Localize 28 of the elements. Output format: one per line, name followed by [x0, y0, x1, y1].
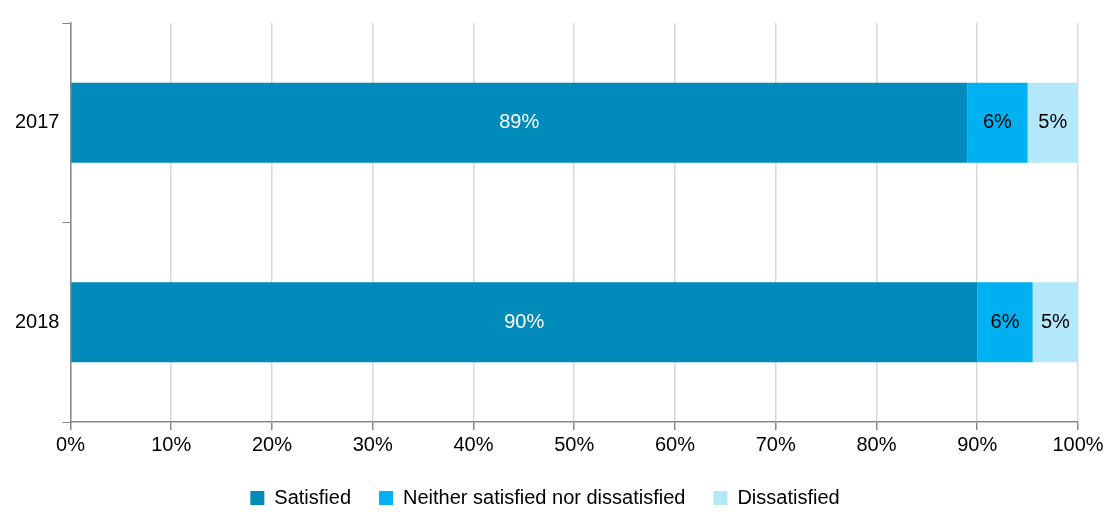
data-label: 5%: [1040, 309, 1070, 332]
x-tick-label: 40%: [453, 432, 494, 455]
x-tick-label: 20%: [251, 432, 293, 455]
y-tick-label: 2018: [14, 309, 60, 332]
x-tick-label: 30%: [352, 432, 393, 455]
data-label: 5%: [1038, 110, 1068, 133]
data-label: 89%: [499, 110, 540, 133]
bar: [977, 282, 1033, 363]
x-tick-label: 100%: [1052, 432, 1104, 455]
x-tick-label: 60%: [654, 432, 696, 455]
data-label: 90%: [504, 309, 545, 332]
bar: [71, 82, 968, 163]
x-tick-label: 90%: [957, 432, 998, 455]
legend-label: Dissatisfied: [737, 485, 840, 508]
x-tick-label: 10%: [151, 432, 192, 455]
legend-label: Neither satisfied nor dissatisfied: [403, 485, 686, 508]
bar: [71, 282, 978, 363]
x-tick-label: 80%: [856, 432, 897, 455]
x-tick-label: 50%: [554, 432, 595, 455]
legend-label: Satisfied: [274, 485, 352, 508]
bar: [1032, 282, 1078, 363]
data-label: 6%: [990, 309, 1020, 332]
data-label: 6%: [982, 110, 1013, 133]
x-tick-label: 70%: [755, 432, 796, 455]
bar: [967, 82, 1028, 163]
y-tick-label: 2017: [14, 110, 60, 133]
x-tick-label: 0%: [56, 432, 86, 455]
bar: [1027, 82, 1078, 163]
